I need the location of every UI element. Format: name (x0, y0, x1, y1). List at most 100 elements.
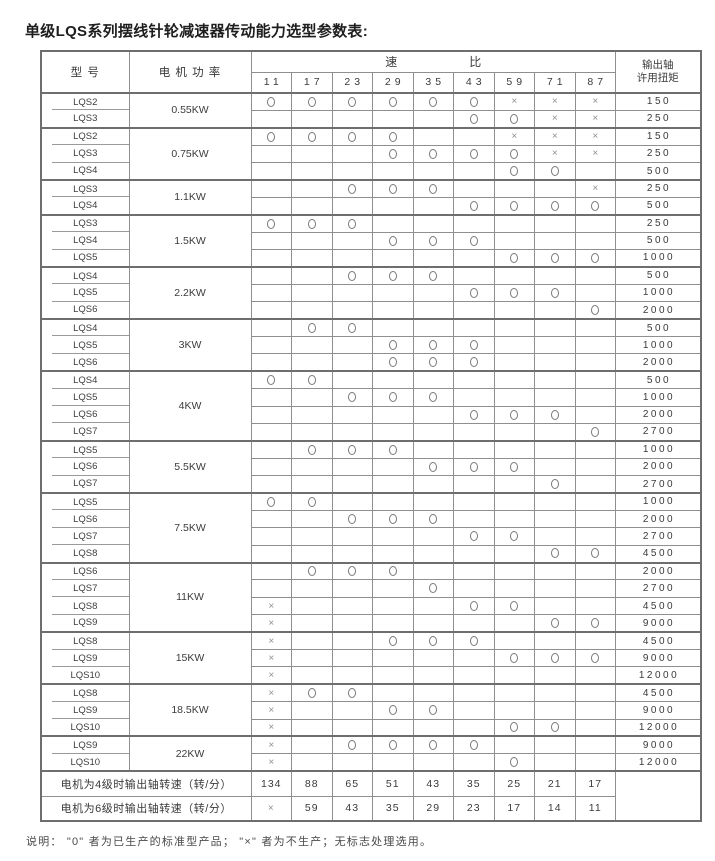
cell-blank (453, 666, 495, 685)
cell-produced (291, 213, 333, 233)
cell-blank (291, 162, 333, 181)
cross-icon: × (592, 148, 599, 160)
cell-blank (291, 388, 333, 407)
circle-icon (388, 96, 397, 107)
torque-cell: 2700 (615, 422, 701, 442)
circle-icon (550, 548, 559, 559)
table-row: LQS2 0.75KW × × × 150 (40, 126, 701, 181)
model-cell: LQS9 (40, 735, 130, 754)
cell-produced (291, 683, 333, 703)
cell-produced (453, 596, 495, 616)
cell-blank (291, 422, 333, 442)
cell-blank (493, 213, 535, 233)
power-cell: 0.75KW (128, 126, 252, 181)
cell-produced (331, 213, 373, 233)
cell-blank (574, 631, 616, 651)
circle-icon (510, 461, 519, 472)
speed-value-cell: 25 (493, 770, 535, 797)
cell-produced (453, 457, 495, 477)
cell-blank (574, 561, 616, 581)
cell-not-produced: × (534, 144, 576, 164)
circle-icon (510, 653, 519, 664)
cell-produced (331, 735, 373, 755)
header-ratio-23: 23 (331, 71, 373, 94)
cell-blank (331, 353, 373, 372)
torque-cell: 500 (615, 318, 701, 337)
cell-blank (291, 144, 333, 164)
torque-cell: 1000 (615, 491, 701, 511)
circle-icon (469, 409, 478, 420)
cell-produced (534, 405, 576, 424)
cell-blank (412, 561, 454, 581)
cell-blank (534, 561, 576, 581)
header-ratio-35: 35 (412, 71, 454, 94)
cell-blank (493, 318, 535, 337)
cell-blank (493, 509, 535, 529)
circle-icon (469, 600, 478, 611)
cell-not-produced: × (250, 666, 292, 685)
table-row: LQS4 500 (40, 196, 701, 216)
torque-cell: 1000 (615, 439, 701, 459)
cell-produced (291, 491, 333, 511)
cross-icon: × (267, 803, 275, 815)
circle-icon (388, 513, 397, 524)
cell-blank (250, 475, 292, 494)
cell-blank (412, 491, 454, 511)
cell-blank (534, 509, 576, 529)
cell-blank (534, 491, 576, 511)
cell-blank (453, 301, 495, 320)
cell-blank (250, 196, 292, 216)
circle-icon (550, 618, 559, 629)
cell-blank (574, 596, 616, 616)
cell-blank (534, 422, 576, 442)
cell-blank (291, 283, 333, 303)
header-output-torque-line2: 许用扭矩 (636, 72, 679, 84)
circle-icon (429, 357, 438, 368)
table-row: LQS10 × 12000 (40, 753, 701, 772)
cell-produced (372, 388, 414, 407)
cell-blank (453, 370, 495, 390)
cell-blank (291, 718, 333, 737)
cell-blank (331, 283, 373, 303)
cell-blank (574, 753, 616, 772)
cell-blank (331, 579, 373, 598)
speed-label-cell: 电机为4级时输出轴转速（转/分） (40, 770, 252, 797)
speed-value-cell: 134 (250, 770, 292, 797)
cell-blank (493, 353, 535, 372)
speed-value-cell: 17 (493, 795, 535, 822)
cell-blank (574, 666, 616, 685)
cell-blank (291, 301, 333, 320)
cell-blank (453, 648, 495, 668)
cell-blank (331, 249, 373, 268)
cell-blank (250, 301, 292, 320)
model-cell: LQS5 (40, 336, 130, 354)
cell-blank (412, 544, 454, 564)
cell-blank (372, 753, 414, 772)
cell-produced (412, 353, 454, 372)
cell-produced (331, 178, 373, 198)
circle-icon (388, 740, 397, 751)
cell-blank (250, 561, 292, 581)
cell-produced (534, 196, 576, 216)
circle-icon (307, 496, 316, 507)
cross-icon: × (268, 704, 275, 716)
header-ratio-17: 17 (291, 71, 333, 94)
header-ratio-59: 59 (493, 71, 535, 94)
torque-cell: 2700 (615, 527, 701, 546)
speed-label-cell: 电机为6级时输出轴转速（转/分） (40, 795, 252, 822)
cell-not-produced: × (250, 683, 292, 703)
cell-not-produced: × (250, 701, 292, 720)
model-cell: LQS4 (40, 265, 130, 285)
model-cell: LQS2 (40, 91, 130, 111)
circle-icon (510, 600, 519, 611)
cross-icon: × (268, 600, 275, 612)
model-cell: LQS5 (40, 388, 130, 407)
cell-blank (453, 213, 495, 233)
circle-icon (550, 722, 559, 733)
circle-icon (591, 653, 600, 664)
cell-blank (331, 544, 373, 564)
cell-not-produced: × (574, 91, 616, 111)
speed-row: 电机为4级时输出轴转速（转/分） 134 88 65 51 43 35 25 21 17 (40, 770, 701, 822)
cell-produced (534, 475, 576, 494)
cell-blank (372, 475, 414, 494)
